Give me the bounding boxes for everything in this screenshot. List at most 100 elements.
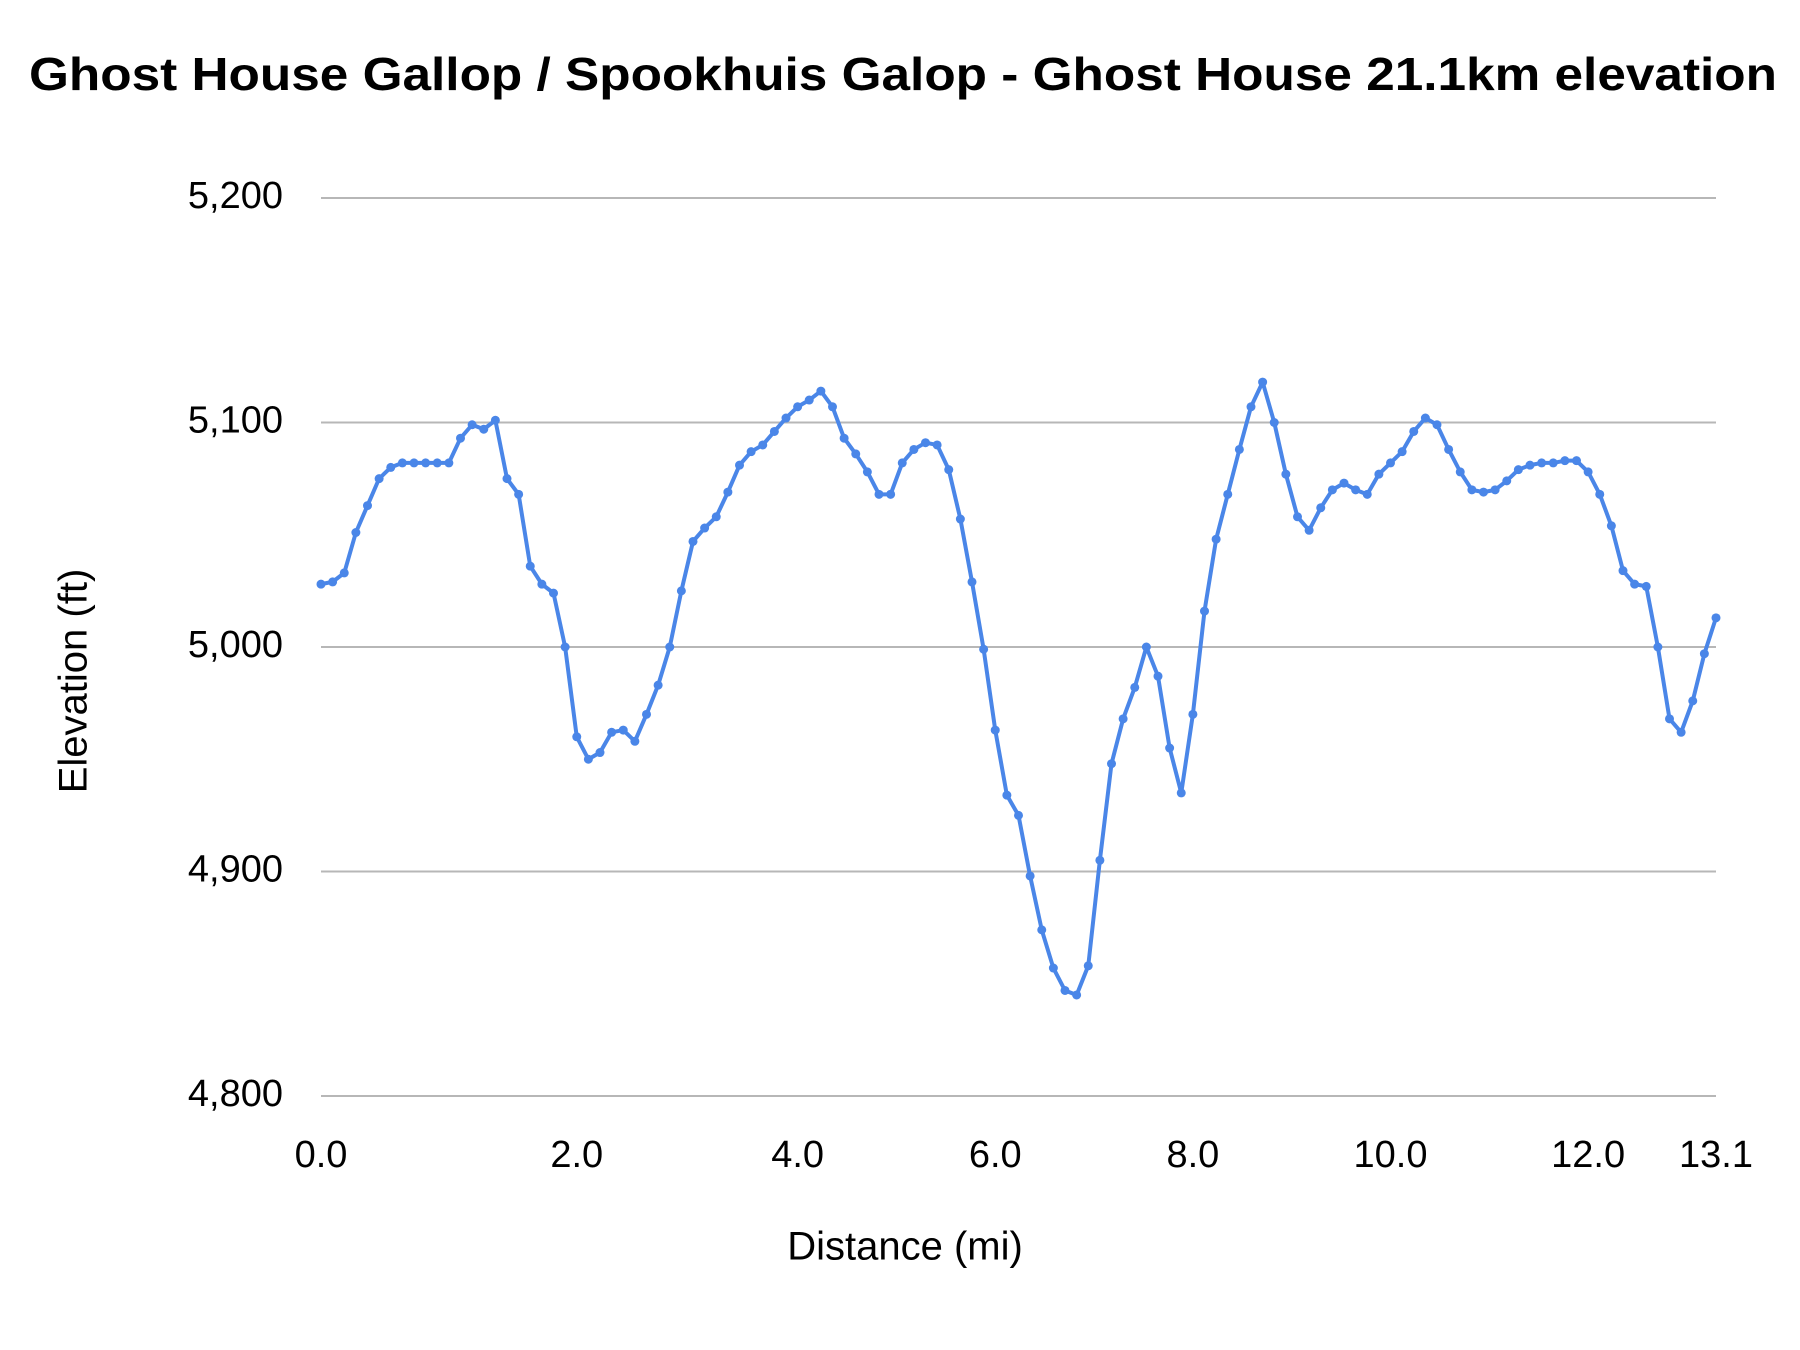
data-point xyxy=(1130,682,1140,692)
x-tick-label: 10.0 xyxy=(1354,1134,1428,1176)
data-point xyxy=(1386,458,1395,468)
data-point xyxy=(1653,642,1663,652)
data-point xyxy=(1572,456,1581,466)
data-point xyxy=(572,732,582,742)
data-point xyxy=(351,528,361,538)
data-point xyxy=(1479,487,1488,497)
data-point xyxy=(421,458,431,468)
data-point xyxy=(363,501,372,511)
data-point xyxy=(921,438,930,448)
data-point xyxy=(793,402,803,412)
data-point xyxy=(444,458,454,468)
data-point xyxy=(711,512,721,522)
data-point xyxy=(397,458,407,468)
data-point xyxy=(1420,413,1430,423)
data-point xyxy=(1432,420,1442,430)
data-point xyxy=(502,474,512,484)
x-tick-label: 0.0 xyxy=(295,1134,348,1176)
data-point xyxy=(386,462,396,472)
data-point xyxy=(1339,478,1349,488)
data-point xyxy=(1200,606,1209,616)
data-point xyxy=(1153,671,1163,681)
data-point xyxy=(886,489,896,499)
data-point xyxy=(1107,759,1116,769)
x-tick-label: 2.0 xyxy=(550,1134,603,1176)
data-point xyxy=(514,489,524,499)
data-point xyxy=(316,579,326,589)
data-point xyxy=(1072,990,1082,1000)
data-point xyxy=(1246,402,1256,412)
data-point xyxy=(630,736,640,746)
data-point xyxy=(1083,961,1093,971)
data-point xyxy=(1560,456,1570,466)
data-point xyxy=(723,487,733,497)
data-point xyxy=(1502,476,1512,486)
data-point xyxy=(1025,871,1035,881)
elevation-line xyxy=(320,380,1718,997)
data-point xyxy=(944,465,954,475)
data-point xyxy=(560,642,570,652)
data-point xyxy=(1002,790,1012,800)
data-point xyxy=(1630,579,1640,589)
x-tick-label: 13.1 xyxy=(1679,1134,1753,1176)
data-point xyxy=(1711,613,1721,623)
y-tick-label: 5,100 xyxy=(188,400,283,442)
data-point xyxy=(851,449,861,459)
x-tick-label: 12.0 xyxy=(1551,1134,1625,1176)
data-point xyxy=(595,748,605,758)
data-point xyxy=(909,444,919,454)
x-axis-title: Distance (mi) xyxy=(787,1225,1023,1269)
data-point xyxy=(816,386,826,396)
data-point xyxy=(1351,485,1361,495)
data-point xyxy=(665,642,675,652)
data-point xyxy=(374,474,384,484)
data-point xyxy=(1641,581,1651,591)
data-point xyxy=(1188,709,1198,719)
x-tick-label: 8.0 xyxy=(1166,1134,1219,1176)
data-point xyxy=(1060,985,1070,995)
data-point xyxy=(537,579,547,589)
data-point xyxy=(758,440,768,450)
data-point xyxy=(1490,485,1500,495)
data-point xyxy=(339,568,349,578)
data-point xyxy=(1444,444,1454,454)
data-point xyxy=(688,536,698,546)
data-point xyxy=(1211,534,1221,544)
data-point xyxy=(979,644,989,654)
data-point xyxy=(490,415,500,425)
data-point xyxy=(1118,714,1128,724)
data-point xyxy=(583,754,593,764)
data-point xyxy=(1537,458,1547,468)
data-point xyxy=(607,727,617,737)
data-point xyxy=(653,680,663,690)
data-point xyxy=(1327,485,1337,495)
data-point xyxy=(1141,642,1151,652)
data-point xyxy=(839,433,849,443)
data-point xyxy=(1583,467,1593,477)
data-point xyxy=(700,523,710,533)
data-point xyxy=(1223,489,1233,499)
data-point xyxy=(1513,465,1523,475)
data-point xyxy=(1409,426,1419,436)
data-point xyxy=(1455,467,1465,477)
data-point xyxy=(1014,810,1023,820)
data-point xyxy=(479,424,489,434)
data-point xyxy=(769,426,779,436)
data-point xyxy=(525,561,535,571)
data-point xyxy=(1037,925,1047,935)
data-point xyxy=(828,402,837,412)
data-point xyxy=(1176,788,1186,798)
y-tick-label: 4,900 xyxy=(188,849,283,891)
data-point xyxy=(432,458,442,468)
data-point xyxy=(1467,485,1477,495)
data-point xyxy=(1374,469,1384,479)
data-point xyxy=(1676,727,1686,737)
data-point xyxy=(804,395,814,405)
data-point xyxy=(1095,855,1105,865)
data-point xyxy=(1048,963,1058,973)
data-point xyxy=(549,588,558,598)
data-point xyxy=(676,586,686,596)
y-tick-label: 5,000 xyxy=(188,624,283,666)
data-point xyxy=(1525,460,1535,470)
data-point xyxy=(967,577,977,587)
